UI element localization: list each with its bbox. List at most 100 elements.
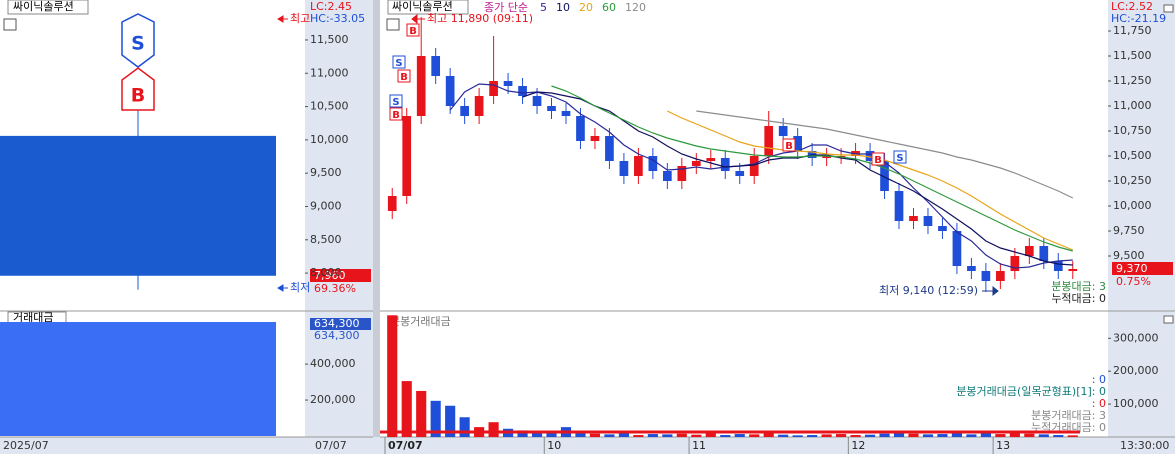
grid-icon[interactable] xyxy=(3,18,17,31)
low-note: 최저 9,140 (12:59) xyxy=(879,284,978,297)
volume-last: 634,300 xyxy=(314,317,360,330)
candle-body xyxy=(822,156,831,158)
candle-body xyxy=(706,158,716,161)
volume-bar xyxy=(734,434,745,437)
signal-marker xyxy=(397,69,411,83)
high-label: 최고 xyxy=(290,12,310,25)
y-tick-label: 10,250 xyxy=(1113,174,1152,187)
low-label: 최저 xyxy=(290,281,310,294)
last-price-box xyxy=(310,269,371,282)
candle-body xyxy=(1024,246,1034,256)
signal-marker xyxy=(389,94,403,108)
volume-bar xyxy=(778,434,789,437)
candle-body xyxy=(561,111,571,116)
volume-bar xyxy=(807,435,818,437)
splitter xyxy=(373,0,380,454)
volume-bar xyxy=(430,400,441,437)
volume-bar xyxy=(589,433,601,437)
date-label: 2025/07 xyxy=(3,439,49,452)
volume-bar xyxy=(1067,435,1078,437)
volume-bar xyxy=(604,434,615,437)
signal-text: B xyxy=(874,155,882,166)
volume-bar xyxy=(821,434,832,437)
moving-average xyxy=(696,110,1074,199)
candle-body xyxy=(431,56,441,76)
candle-body xyxy=(894,191,904,221)
last-price: 7,960 xyxy=(314,269,346,282)
collapse-icon[interactable] xyxy=(1163,315,1174,324)
volume-note: 분봉거래대금(일목균형표)[1]: 0 xyxy=(956,384,1106,398)
candle-body xyxy=(576,116,585,141)
x-tick-label: 13 xyxy=(996,439,1010,452)
volume-bar xyxy=(850,435,861,437)
volume-bar xyxy=(966,434,977,437)
signal-text: S xyxy=(395,58,402,69)
legend-entry: 20 xyxy=(579,1,593,14)
volume-bar xyxy=(908,433,919,437)
volume-bar xyxy=(676,433,687,437)
low-arrow xyxy=(277,284,288,292)
candle-body xyxy=(0,135,276,276)
candle-body xyxy=(1053,261,1063,271)
title-box[interactable] xyxy=(387,0,469,15)
volume-bar xyxy=(662,434,673,437)
y-tick-label: 9,500 xyxy=(1113,249,1145,262)
signal-marker xyxy=(389,107,403,121)
title-box[interactable] xyxy=(7,0,89,15)
volume-bar xyxy=(618,432,629,437)
high-arrow xyxy=(277,15,288,23)
signal-marker xyxy=(392,55,406,69)
volume-bar xyxy=(1053,435,1064,437)
volume-note: 분봉거래대금: 3 xyxy=(1031,409,1106,422)
signal-text: B xyxy=(400,72,408,83)
signal-marker xyxy=(406,23,420,37)
grid-icon[interactable] xyxy=(386,18,400,31)
collapse-icon[interactable] xyxy=(1163,4,1174,13)
hc-label: HC:-21.19 xyxy=(1111,12,1166,25)
y-tick-label: 9,000 xyxy=(310,199,342,212)
y-tick-label: 11,500 xyxy=(1113,49,1152,62)
y-tick-label: 11,750 xyxy=(1113,24,1152,37)
candle-body xyxy=(648,156,658,171)
volume-note: : 0 xyxy=(1092,373,1106,386)
candle-body xyxy=(1010,256,1020,271)
volume-bar xyxy=(647,434,658,437)
buy-signal xyxy=(121,67,155,111)
volume-bar xyxy=(575,433,586,437)
volume-bar xyxy=(517,430,528,437)
x-tick-label: 12 xyxy=(851,439,865,452)
candle-body xyxy=(489,81,498,96)
candle-body xyxy=(402,116,412,196)
candle-body xyxy=(460,106,469,116)
candle-body xyxy=(764,126,774,156)
volume-bar xyxy=(937,434,948,437)
y-tick-label: 400,000 xyxy=(310,357,356,370)
candle-body xyxy=(677,166,687,181)
y-tick-label: 100,000 xyxy=(1113,397,1159,410)
candle-body xyxy=(735,171,745,176)
volume-bar xyxy=(1038,434,1049,437)
y-tick-label: 11,500 xyxy=(310,33,349,46)
candle-body xyxy=(793,136,802,151)
signal-text: B xyxy=(785,141,793,152)
volume-bar xyxy=(691,434,702,437)
volume-bar xyxy=(531,432,543,437)
volume-bar xyxy=(705,433,716,437)
candle-body xyxy=(518,86,527,96)
volume-title: 분봉거래대금 xyxy=(390,315,451,328)
candle-body xyxy=(996,271,1005,281)
volume-bar xyxy=(546,431,557,437)
lc-label: LC:2.52 xyxy=(1111,0,1153,13)
y-tick-label: 10,500 xyxy=(310,100,349,113)
volume-bar xyxy=(488,422,499,437)
candle-body xyxy=(865,151,875,161)
candle-body xyxy=(938,226,947,231)
legend-entry: 5 xyxy=(540,1,547,14)
candle-body xyxy=(503,81,513,86)
signal-marker xyxy=(893,150,907,164)
candle-body xyxy=(981,271,991,281)
stock-title: 싸이닉솔루션 xyxy=(392,0,453,13)
date-bar xyxy=(0,437,1175,454)
y-tick-label: 9,750 xyxy=(1113,224,1145,237)
signal-text: B xyxy=(131,85,145,107)
